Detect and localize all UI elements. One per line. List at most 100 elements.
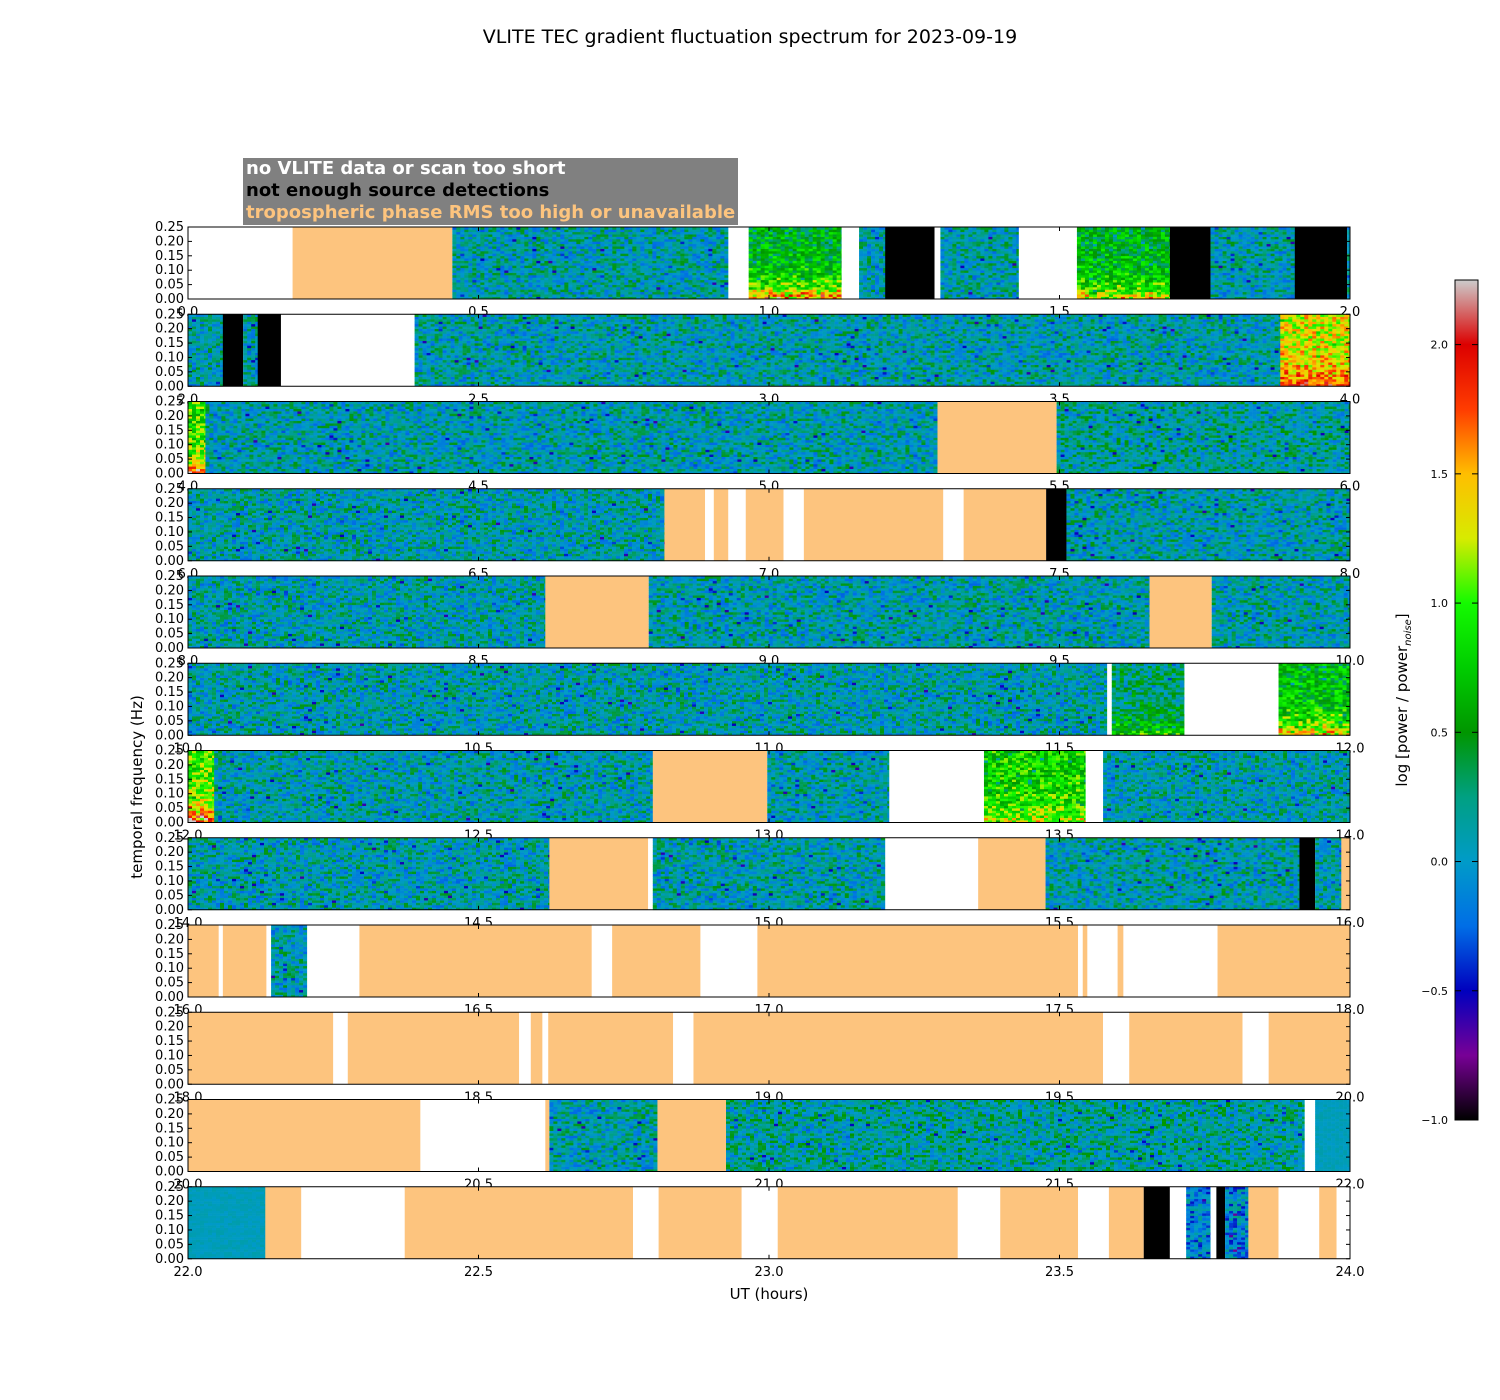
segment-white (307, 925, 359, 997)
segment-white (1170, 1187, 1186, 1259)
y-tick-label: 0.15 (155, 860, 184, 875)
segment-tan (1129, 1012, 1242, 1084)
segment-tan (531, 1012, 543, 1084)
y-tick-label: 0.20 (155, 932, 184, 947)
spectrum-segment (1057, 402, 1351, 474)
y-tick-label: 0.05 (155, 452, 184, 467)
segment-white (842, 227, 859, 299)
x-tick-label: 23.5 (1045, 1265, 1074, 1280)
colorbar-tick-label: −1.0 (1421, 1114, 1448, 1127)
spectrum-segment (188, 576, 546, 648)
spectrum-segment (1225, 1187, 1249, 1259)
spectrum-segment (1046, 838, 1300, 910)
spectrum-segment (1315, 838, 1341, 910)
segment-tan (693, 1012, 1103, 1084)
x-tick-label: 22.0 (174, 1265, 203, 1280)
segment-white (281, 314, 415, 386)
segment-white (219, 925, 223, 997)
segment-white (1087, 925, 1117, 997)
segment-white (1305, 1100, 1315, 1172)
spectrum-segment (1112, 663, 1185, 735)
segment-tan (545, 1100, 549, 1172)
y-tick-label: 0.10 (155, 1223, 184, 1238)
spectrum-segment (188, 402, 206, 474)
segment-tan (653, 751, 767, 823)
colorbar-label-sub: noise (1403, 619, 1414, 646)
segment-tan (545, 576, 648, 648)
y-tick-label: 0.25 (155, 1093, 184, 1108)
segment-white (742, 1187, 778, 1259)
y-tick-label: 0.05 (155, 365, 184, 380)
colorbar-tick-label: −0.5 (1421, 985, 1448, 998)
y-tick-label: 0.15 (155, 685, 184, 700)
spectrum-segment (653, 838, 886, 910)
spectrum-segment (188, 751, 214, 823)
segment-tan (188, 1100, 420, 1172)
y-tick-label: 0.10 (155, 699, 184, 714)
spectrum-segment (1279, 663, 1351, 735)
segment-tan (1118, 925, 1124, 997)
segment-tan (1083, 925, 1088, 997)
segment-white (266, 925, 271, 997)
segment-tan (937, 402, 1056, 474)
segment-white (633, 1187, 659, 1259)
y-tick-label: 0.25 (155, 1180, 184, 1195)
segment-white (420, 1100, 545, 1172)
segment-black (258, 314, 281, 386)
y-tick-label: 0.20 (155, 671, 184, 686)
segment-black (1046, 489, 1066, 561)
y-tick-label: 0.05 (155, 1150, 184, 1165)
legend-box: no VLITE data or scan too short not enou… (243, 158, 738, 225)
y-tick-label: 0.10 (155, 1136, 184, 1151)
segment-white (1337, 1187, 1350, 1259)
segment-black (1216, 1187, 1225, 1259)
spectrum-segment (649, 576, 1150, 648)
y-tick-label: 0.10 (155, 263, 184, 278)
y-tick-label: 0.10 (155, 350, 184, 365)
segment-black (1144, 1187, 1170, 1259)
segment-white (519, 1012, 531, 1084)
segment-tan (1248, 1187, 1278, 1259)
segment-tan (348, 1012, 519, 1084)
y-tick-label: 0.10 (155, 787, 184, 802)
segment-white (648, 838, 653, 910)
panel: 0.000.050.100.150.200.254.0 4.5 5.0 5.5 6.0 (155, 395, 1360, 495)
segment-tan (757, 925, 1078, 997)
colorbar-tick-label: 1.0 (1431, 597, 1449, 610)
legend-tropospheric: tropospheric phase RMS too high or unava… (246, 202, 735, 224)
spectrum-segment (940, 227, 1019, 299)
y-tick-label: 0.05 (155, 976, 184, 991)
x-tick-label: 23.0 (755, 1265, 784, 1280)
spectrum-segment (188, 663, 1107, 735)
x-axis-label: UT (hours) (730, 1285, 809, 1303)
y-tick-label: 0.25 (155, 395, 184, 410)
y-tick-label: 0.05 (155, 1237, 184, 1252)
y-tick-label: 0.10 (155, 438, 184, 453)
panel: 0.000.050.100.150.200.252.0 2.5 3.0 3.5 4.0 (155, 307, 1360, 407)
y-tick-label: 0.25 (155, 918, 184, 933)
segment-tan (978, 838, 1045, 910)
segment-tan (1000, 1187, 1078, 1259)
segment-tan (293, 227, 453, 299)
y-tick-label: 0.05 (155, 801, 184, 816)
spectrum-segment (1066, 489, 1350, 561)
segment-white (333, 1012, 348, 1084)
panels-group: 0.000.050.100.150.200.250.0 0.5 1.0 1.5 2.00… (155, 220, 1364, 1280)
y-tick-label: 0.05 (155, 714, 184, 729)
y-tick-label: 0.25 (155, 482, 184, 497)
y-axis-label: temporal frequency (Hz) (128, 695, 146, 879)
y-tick-label: 0.15 (155, 1209, 184, 1224)
spectrum-segment (984, 751, 1086, 823)
y-tick-label: 0.15 (155, 511, 184, 526)
segment-white (784, 489, 804, 561)
chart-title: VLITE TEC gradient fluctuation spectrum … (483, 26, 1017, 48)
colorbar-label-close: ] (1393, 613, 1411, 619)
segment-tan (548, 1012, 673, 1084)
y-tick-label: 0.25 (155, 569, 184, 584)
segment-tan (1341, 838, 1350, 910)
y-tick-label: 0.15 (155, 598, 184, 613)
y-tick-label: 0.10 (155, 525, 184, 540)
spectrum-segment (214, 751, 653, 823)
y-tick-label: 0.25 (155, 1005, 184, 1020)
